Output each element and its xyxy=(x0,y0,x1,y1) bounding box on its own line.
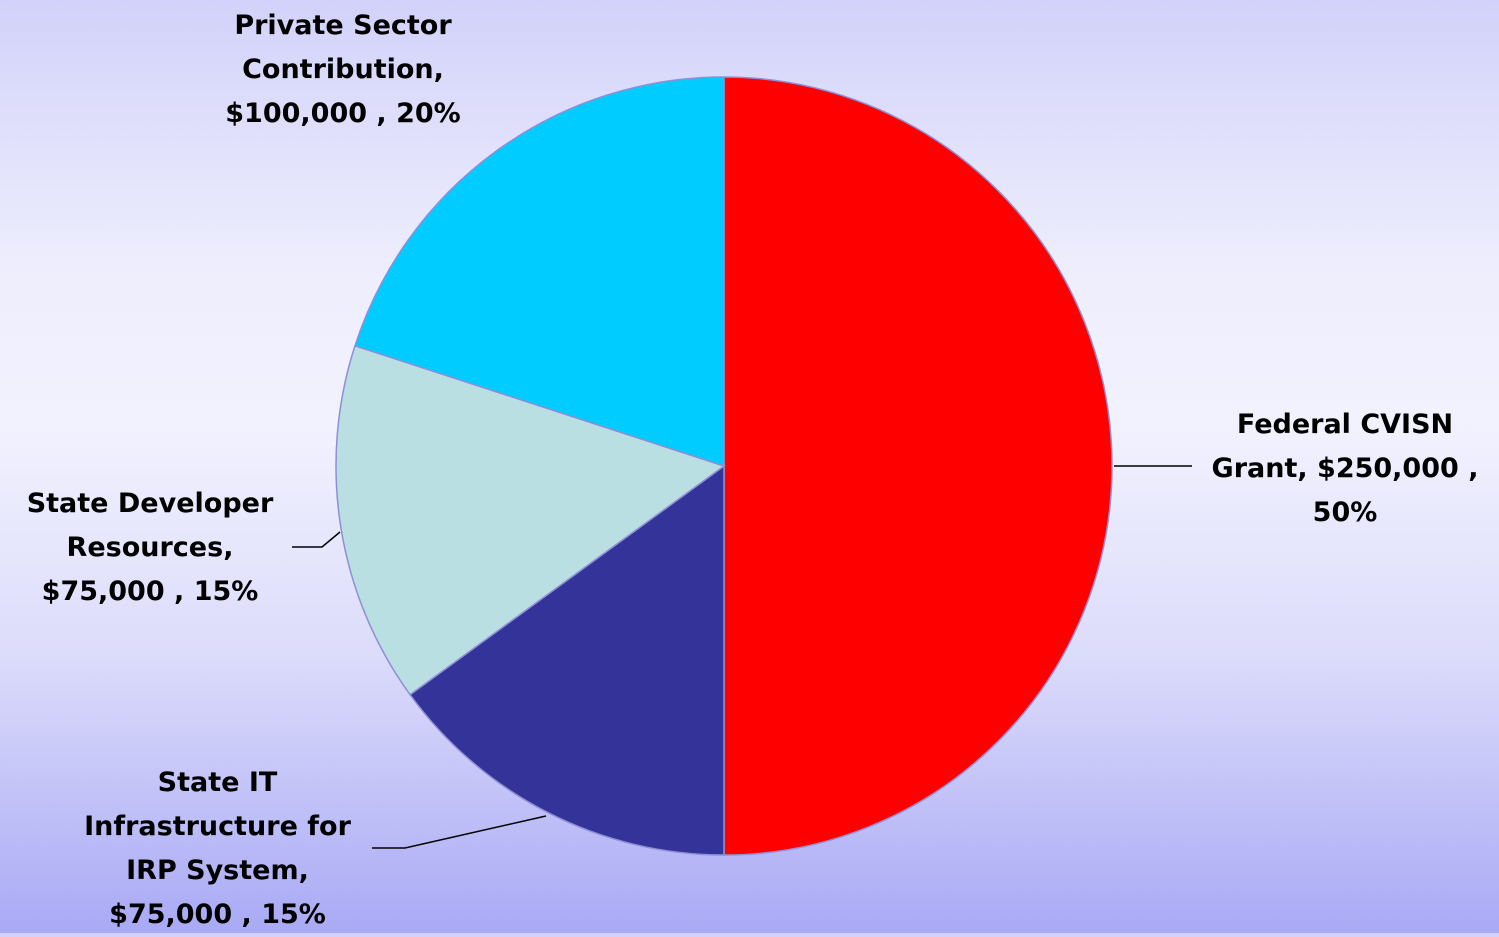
pie-slice-state-it-infrastructure-for-irp-system xyxy=(409,464,725,856)
slice-label-state-developer-resources: State Developer Resources, $75,000 , 15% xyxy=(26,488,274,607)
pie-slice-state-developer-resources xyxy=(335,344,726,696)
leader-line-state-it-infrastructure xyxy=(372,815,547,849)
slice-label-private-sector-contribution: Private Sector Contribution, $100,000 , … xyxy=(225,10,461,129)
leader-line-state-developer-resources xyxy=(292,531,341,548)
pie-slice-federal-cvisn-grant xyxy=(723,76,1113,856)
pie-slice-private-sector-contribution xyxy=(354,76,725,468)
slice-label-state-it-infrastructure: State IT Infrastructure for IRP System, … xyxy=(84,767,351,930)
slice-label-federal-cvisn-grant: Federal CVISN Grant, $250,000 , 50% xyxy=(1211,409,1479,528)
